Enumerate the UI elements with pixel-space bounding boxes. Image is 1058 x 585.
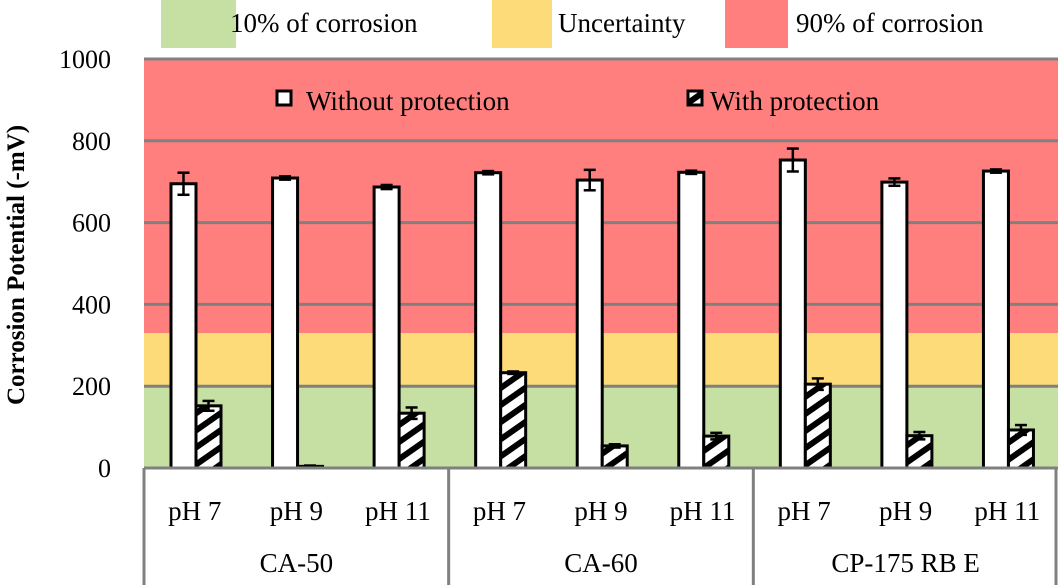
group-label: CA-50 xyxy=(260,548,334,578)
y-tick-label: 200 xyxy=(72,372,111,401)
x-tick-label: pH 9 xyxy=(574,496,627,526)
bar-without-protection xyxy=(981,169,1010,470)
legend-swatch-without-protection xyxy=(275,89,293,107)
bar-with-protection xyxy=(600,444,629,470)
bar-without-protection xyxy=(474,171,503,470)
bar-without-protection xyxy=(677,170,706,470)
zone-legend-label-low: 10% of corrosion xyxy=(230,8,418,38)
x-tick-label: pH 11 xyxy=(974,496,1040,526)
zone-legend: 10% of corrosion Uncertainty 90% of corr… xyxy=(161,0,984,48)
bars-layer xyxy=(169,147,1035,470)
y-axis-title: Corrosion Potential (-mV) xyxy=(3,125,30,405)
bar-with-protection xyxy=(499,371,528,470)
y-tick-label: 800 xyxy=(72,127,111,156)
y-tick-label: 400 xyxy=(72,290,111,319)
x-tick-label: pH 7 xyxy=(777,496,830,526)
zone-legend-swatch-mid xyxy=(492,0,552,48)
bar-with-protection xyxy=(397,411,426,470)
x-tick-label: pH 9 xyxy=(270,496,323,526)
x-tick-label: pH 11 xyxy=(365,496,431,526)
bar-with-protection xyxy=(702,434,731,470)
zone-legend-label-high: 90% of corrosion xyxy=(796,8,984,38)
y-tick-label: 1000 xyxy=(59,45,111,74)
bar-with-protection xyxy=(803,382,832,470)
y-tick-label: 0 xyxy=(98,454,111,483)
legend-label-with-protection: With protection xyxy=(710,86,880,116)
legend-label-without-protection: Without protection xyxy=(306,86,510,116)
x-tick-label: pH 9 xyxy=(879,496,932,526)
bar-without-protection xyxy=(880,180,909,470)
x-tick-label: pH 11 xyxy=(670,496,736,526)
group-label: CA-60 xyxy=(564,548,638,578)
bar-with-protection xyxy=(194,404,223,470)
series-legend: Without protection With protection xyxy=(275,86,880,116)
axis-layer: 0 200 400 600 800 1000 pH 7 pH 9 pH 11 pH 7 pH 9 pH… xyxy=(59,45,1058,585)
bar-without-protection xyxy=(169,182,198,470)
zone-legend-label-mid: Uncertainty xyxy=(558,8,686,38)
legend-swatch-with-protection xyxy=(686,89,704,107)
x-tick-label: pH 7 xyxy=(473,496,526,526)
bar-without-protection xyxy=(575,178,604,470)
bar-without-protection xyxy=(372,185,401,470)
zone-legend-swatch-high xyxy=(725,0,788,48)
group-label: CP-175 RB E xyxy=(831,548,980,578)
y-tick-label: 600 xyxy=(72,209,111,238)
bar-without-protection xyxy=(778,158,807,470)
x-tick-label: pH 7 xyxy=(168,496,221,526)
zone-legend-swatch-low xyxy=(161,0,236,48)
bar-without-protection xyxy=(271,176,300,470)
